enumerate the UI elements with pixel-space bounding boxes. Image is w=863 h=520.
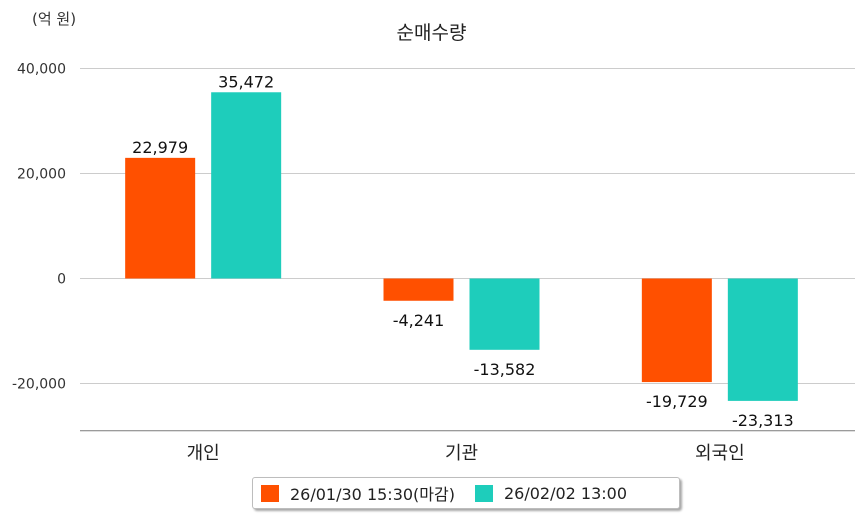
- legend-label-series-2: 26/02/02 13:00: [503, 483, 628, 503]
- legend-label-series-1: 26/01/30 15:30(마감): [290, 485, 455, 504]
- legend: 26/01/30 15:30(마감) 26/02/02 13:00: [252, 477, 680, 509]
- y-tick-label: 40,000: [17, 62, 66, 78]
- data-label: 35,472: [218, 72, 274, 91]
- data-label: -13,582: [474, 360, 536, 379]
- unit-label: (억 원): [32, 10, 77, 28]
- bar-series-1: [641, 278, 712, 383]
- chart-title: 순매수량: [396, 22, 467, 44]
- legend-swatch-series-1: [261, 484, 279, 502]
- data-label: -19,729: [646, 392, 708, 411]
- x-tick-label: 외국인: [695, 443, 745, 464]
- data-label: -4,241: [393, 311, 445, 330]
- data-label: -23,313: [732, 411, 794, 430]
- x-tick-label: 개인: [187, 443, 220, 464]
- y-tick-label: 20,000: [17, 167, 66, 183]
- bar-series-1: [125, 157, 196, 279]
- bar-series-2: [469, 278, 540, 350]
- data-label: 22,979: [132, 138, 188, 157]
- y-tick-label: 0: [57, 272, 66, 288]
- bar-series-2: [211, 92, 282, 279]
- legend-item-series-2[interactable]: 26/02/02 13:00: [474, 483, 628, 503]
- bar-series-2: [727, 278, 798, 401]
- legend-swatch-series-2: [474, 484, 493, 502]
- bar-series-1: [383, 278, 454, 301]
- x-tick-label: 기관: [445, 443, 478, 464]
- y-tick-label: -20,000: [12, 377, 66, 393]
- legend-item-series-1[interactable]: 26/01/30 15:30(마감): [261, 481, 455, 505]
